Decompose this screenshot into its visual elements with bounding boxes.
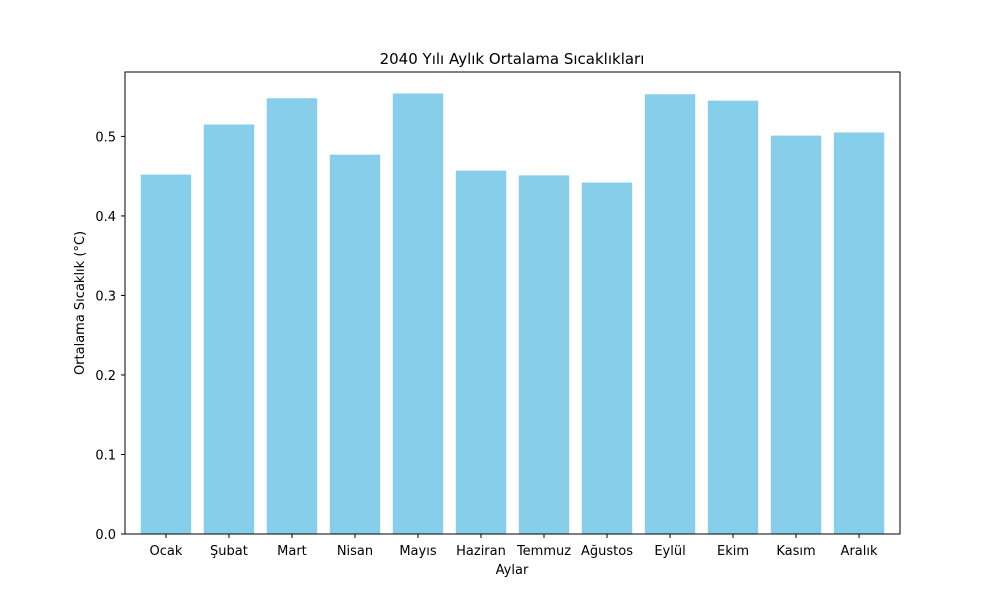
- bar-2: [203, 124, 255, 534]
- x-tick-label: Ocak: [150, 544, 183, 559]
- bar-12: [833, 132, 885, 535]
- y-axis: 0.0 0.1 0.2 0.3 0.4 0.5: [95, 130, 125, 543]
- x-tick-label: Şubat: [210, 544, 248, 559]
- chart-title: 2040 Yılı Aylık Ortalama Sıcaklıkları: [380, 50, 645, 68]
- y-tick-label: 0.2: [95, 369, 116, 384]
- bar-1: [140, 174, 192, 534]
- x-axis-label: Aylar: [496, 563, 529, 578]
- x-tick-label: Haziran: [456, 544, 506, 559]
- y-tick-label: 0.3: [95, 289, 116, 304]
- x-tick-label: Nisan: [337, 544, 373, 559]
- bar-4: [329, 154, 381, 534]
- bars-group: [140, 93, 885, 535]
- x-tick-label: Kasım: [776, 544, 815, 559]
- bar-3: [266, 98, 318, 534]
- x-tick-label: Mayıs: [399, 544, 436, 559]
- y-tick-label: 0.1: [95, 448, 116, 463]
- x-axis: Ocak Şubat Mart Nisan Mayıs Haziran Temmuz Ağus…: [150, 534, 878, 559]
- bar-8: [581, 182, 633, 534]
- y-tick-label: 0.5: [95, 130, 116, 145]
- bar-10: [707, 100, 759, 535]
- bar-6: [455, 170, 507, 534]
- bar-7: [518, 175, 570, 535]
- y-tick-label: 0.0: [95, 528, 116, 543]
- x-tick-label: Ağustos: [581, 544, 633, 559]
- bar-9: [644, 94, 696, 534]
- x-tick-label: Aralık: [841, 544, 878, 559]
- bar-5: [392, 93, 444, 534]
- bar-11: [770, 135, 822, 535]
- x-tick-label: Temmuz: [516, 544, 571, 559]
- x-tick-label: Eylül: [654, 544, 685, 559]
- y-axis-label: Ortalama Sıcaklık (°C): [73, 231, 88, 375]
- plot-frame: [124, 71, 901, 535]
- x-tick-label: Ekim: [717, 544, 749, 559]
- x-tick-label: Mart: [277, 544, 307, 559]
- y-tick-label: 0.4: [95, 210, 116, 225]
